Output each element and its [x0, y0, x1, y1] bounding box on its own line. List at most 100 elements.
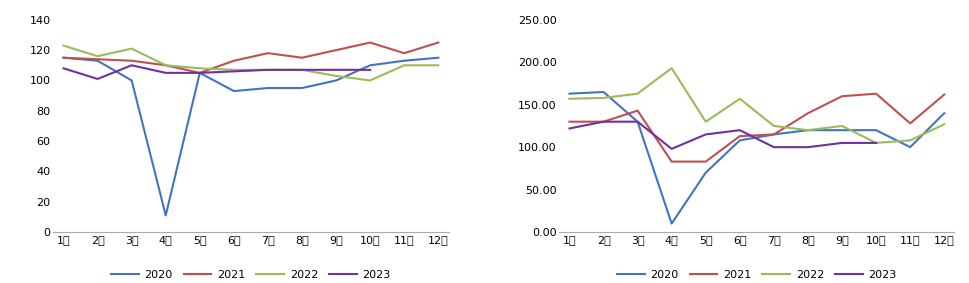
2021 — [398, 52, 410, 55]
2023 — [126, 64, 138, 67]
2022 — [58, 44, 70, 47]
2021 — [92, 57, 104, 61]
2023 — [802, 145, 814, 149]
2020 — [194, 71, 205, 75]
Line: 2023: 2023 — [64, 65, 370, 79]
2022 — [564, 97, 576, 100]
2023 — [297, 68, 308, 72]
2020 — [836, 128, 848, 132]
2020 — [632, 120, 643, 123]
2023 — [564, 127, 576, 130]
2020 — [734, 139, 745, 142]
Line: 2020: 2020 — [64, 58, 438, 215]
2023 — [598, 120, 610, 123]
2022 — [330, 74, 342, 78]
2020 — [598, 90, 610, 94]
Line: 2020: 2020 — [570, 92, 944, 224]
2021 — [632, 109, 643, 112]
2020 — [330, 79, 342, 82]
2022 — [598, 96, 610, 100]
Line: 2021: 2021 — [64, 42, 438, 73]
2023 — [92, 77, 104, 81]
2020 — [802, 128, 814, 132]
2023 — [228, 70, 239, 73]
2020 — [297, 86, 308, 90]
2022 — [802, 128, 814, 132]
2022 — [160, 64, 172, 67]
2022 — [768, 124, 780, 128]
2023 — [870, 141, 882, 145]
2020 — [92, 59, 104, 63]
2023 — [836, 141, 848, 145]
Legend: 2020, 2021, 2022, 2023: 2020, 2021, 2022, 2023 — [107, 265, 395, 283]
2023 — [58, 67, 70, 70]
Line: 2023: 2023 — [570, 122, 876, 149]
2023 — [734, 128, 745, 132]
2023 — [160, 71, 172, 75]
2021 — [432, 41, 444, 44]
2020 — [398, 59, 410, 63]
Line: 2022: 2022 — [570, 68, 944, 143]
2022 — [194, 67, 205, 70]
Line: 2021: 2021 — [570, 94, 944, 162]
Legend: 2020, 2021, 2022, 2023: 2020, 2021, 2022, 2023 — [612, 265, 901, 283]
2020 — [564, 92, 576, 95]
2022 — [126, 47, 138, 50]
2020 — [160, 214, 172, 217]
2021 — [870, 92, 882, 95]
2022 — [938, 123, 950, 126]
2021 — [802, 112, 814, 115]
2023 — [194, 71, 205, 75]
2020 — [126, 79, 138, 82]
2021 — [768, 133, 780, 136]
2022 — [398, 64, 410, 67]
2023 — [330, 68, 342, 72]
2021 — [263, 52, 274, 55]
2020 — [432, 56, 444, 59]
2022 — [836, 124, 848, 128]
2020 — [228, 89, 239, 93]
2020 — [263, 86, 274, 90]
2021 — [228, 59, 239, 63]
2022 — [92, 55, 104, 58]
2020 — [666, 222, 677, 225]
2021 — [297, 56, 308, 59]
2021 — [700, 160, 711, 163]
2022 — [734, 97, 745, 100]
2022 — [700, 120, 711, 123]
2022 — [632, 92, 643, 95]
2021 — [938, 93, 950, 96]
2022 — [904, 139, 916, 142]
2021 — [160, 64, 172, 67]
2021 — [666, 160, 677, 163]
2022 — [666, 67, 677, 70]
2021 — [330, 48, 342, 52]
2020 — [938, 112, 950, 115]
2022 — [228, 68, 239, 72]
Line: 2022: 2022 — [64, 46, 438, 80]
2021 — [364, 41, 376, 44]
2022 — [297, 68, 308, 72]
2023 — [700, 133, 711, 136]
2020 — [870, 128, 882, 132]
2022 — [432, 64, 444, 67]
2021 — [58, 56, 70, 59]
2020 — [768, 133, 780, 136]
2023 — [666, 147, 677, 151]
2021 — [836, 95, 848, 98]
2022 — [364, 79, 376, 82]
2020 — [58, 56, 70, 59]
2022 — [870, 141, 882, 145]
2020 — [904, 145, 916, 149]
2020 — [700, 171, 711, 174]
2023 — [364, 68, 376, 72]
2021 — [904, 122, 916, 125]
2021 — [194, 71, 205, 75]
2021 — [598, 120, 610, 123]
2022 — [263, 68, 274, 72]
2023 — [263, 68, 274, 72]
2021 — [564, 120, 576, 123]
2023 — [632, 120, 643, 123]
2021 — [126, 59, 138, 63]
2020 — [364, 64, 376, 67]
